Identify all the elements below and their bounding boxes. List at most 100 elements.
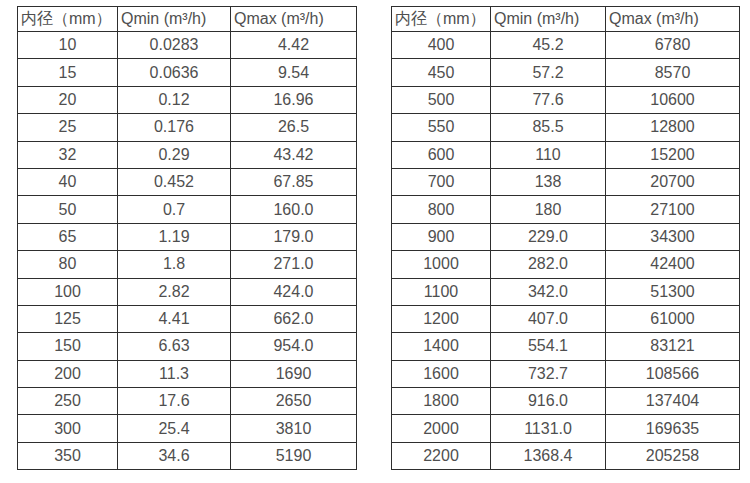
cell-diameter: 25 — [18, 114, 118, 141]
cell-qmin: 2.82 — [118, 278, 231, 305]
cell-qmax: 9.54 — [231, 59, 357, 86]
cell-diameter: 2200 — [392, 442, 491, 469]
cell-qmin: 4.41 — [118, 305, 231, 332]
cell-qmin: 0.176 — [118, 114, 231, 141]
table-row: 60011015200 — [392, 141, 740, 168]
table-row: 80018027100 — [392, 196, 740, 223]
cell-qmax: 662.0 — [231, 305, 357, 332]
table-row: 1254.41662.0 — [18, 305, 357, 332]
cell-diameter: 900 — [392, 223, 491, 250]
cell-qmax: 137404 — [606, 388, 740, 415]
cell-diameter: 450 — [392, 59, 491, 86]
cell-qmin: 229.0 — [491, 223, 606, 250]
cell-qmin: 0.0636 — [118, 59, 231, 86]
cell-qmax: 205258 — [606, 442, 740, 469]
cell-qmax: 10600 — [606, 86, 740, 113]
spec-table-small-diameters: 内径（mm） Qmin (m³/h) Qmax (m³/h) 100.02834… — [17, 6, 357, 470]
cell-qmin: 138 — [491, 168, 606, 195]
cell-qmax: 160.0 — [231, 196, 357, 223]
cell-diameter: 1800 — [392, 388, 491, 415]
cell-qmax: 16.96 — [231, 86, 357, 113]
cell-qmax: 2650 — [231, 388, 357, 415]
cell-diameter: 10 — [18, 32, 118, 59]
table-row: 900229.034300 — [392, 223, 740, 250]
table-row: 40045.26780 — [392, 32, 740, 59]
cell-diameter: 50 — [18, 196, 118, 223]
cell-qmin: 916.0 — [491, 388, 606, 415]
cell-qmin: 342.0 — [491, 278, 606, 305]
table-row: 25017.62650 — [18, 388, 357, 415]
header-qmin: Qmin (m³/h) — [118, 7, 231, 32]
cell-qmax: 5190 — [231, 442, 357, 469]
cell-diameter: 100 — [18, 278, 118, 305]
cell-qmin: 45.2 — [491, 32, 606, 59]
table-row: 1100342.051300 — [392, 278, 740, 305]
cell-qmax: 169635 — [606, 415, 740, 442]
cell-qmin: 57.2 — [491, 59, 606, 86]
cell-diameter: 15 — [18, 59, 118, 86]
cell-qmax: 108566 — [606, 360, 740, 387]
cell-qmin: 0.29 — [118, 141, 231, 168]
cell-diameter: 600 — [392, 141, 491, 168]
cell-qmax: 12800 — [606, 114, 740, 141]
table-row: 1002.82424.0 — [18, 278, 357, 305]
cell-qmax: 26.5 — [231, 114, 357, 141]
table-row: 651.19179.0 — [18, 223, 357, 250]
cell-qmin: 1.19 — [118, 223, 231, 250]
table-row: 100.02834.42 — [18, 32, 357, 59]
cell-qmax: 1690 — [231, 360, 357, 387]
cell-qmin: 11.3 — [118, 360, 231, 387]
cell-diameter: 80 — [18, 251, 118, 278]
cell-diameter: 150 — [18, 333, 118, 360]
cell-qmax: 954.0 — [231, 333, 357, 360]
cell-qmax: 4.42 — [231, 32, 357, 59]
cell-qmax: 43.42 — [231, 141, 357, 168]
table-row: 35034.65190 — [18, 442, 357, 469]
cell-diameter: 65 — [18, 223, 118, 250]
table-row: 22001368.4205258 — [392, 442, 740, 469]
table-row: 200.1216.96 — [18, 86, 357, 113]
cell-qmax: 42400 — [606, 251, 740, 278]
table-row: 20001131.0169635 — [392, 415, 740, 442]
cell-qmax: 15200 — [606, 141, 740, 168]
cell-qmax: 51300 — [606, 278, 740, 305]
cell-diameter: 800 — [392, 196, 491, 223]
cell-diameter: 350 — [18, 442, 118, 469]
cell-qmin: 6.63 — [118, 333, 231, 360]
cell-diameter: 1600 — [392, 360, 491, 387]
cell-qmin: 732.7 — [491, 360, 606, 387]
cell-qmin: 0.12 — [118, 86, 231, 113]
cell-qmin: 282.0 — [491, 251, 606, 278]
cell-diameter: 1400 — [392, 333, 491, 360]
flow-spec-page: 内径（mm） Qmin (m³/h) Qmax (m³/h) 100.02834… — [0, 0, 750, 483]
cell-qmax: 67.85 — [231, 168, 357, 195]
cell-qmax: 8570 — [606, 59, 740, 86]
table-row: 20011.31690 — [18, 360, 357, 387]
cell-diameter: 250 — [18, 388, 118, 415]
cell-diameter: 1100 — [392, 278, 491, 305]
table-row: 45057.28570 — [392, 59, 740, 86]
header-qmax: Qmax (m³/h) — [231, 7, 357, 32]
cell-diameter: 300 — [18, 415, 118, 442]
header-diameter: 内径（mm） — [18, 7, 118, 32]
cell-diameter: 400 — [392, 32, 491, 59]
cell-qmin: 0.7 — [118, 196, 231, 223]
cell-qmax: 3810 — [231, 415, 357, 442]
cell-qmin: 0.0283 — [118, 32, 231, 59]
table-row: 150.06369.54 — [18, 59, 357, 86]
cell-qmax: 34300 — [606, 223, 740, 250]
cell-diameter: 1000 — [392, 251, 491, 278]
cell-qmax: 20700 — [606, 168, 740, 195]
table-row: 320.2943.42 — [18, 141, 357, 168]
cell-qmin: 110 — [491, 141, 606, 168]
table-row: 50077.610600 — [392, 86, 740, 113]
cell-diameter: 700 — [392, 168, 491, 195]
cell-qmax: 179.0 — [231, 223, 357, 250]
spec-table-body-right: 40045.2678045057.2857050077.61060055085.… — [392, 32, 740, 470]
cell-qmin: 1.8 — [118, 251, 231, 278]
table-row: 1400554.183121 — [392, 333, 740, 360]
table-row: 250.17626.5 — [18, 114, 357, 141]
header-qmax: Qmax (m³/h) — [606, 7, 740, 32]
table-row: 1200407.061000 — [392, 305, 740, 332]
cell-qmin: 407.0 — [491, 305, 606, 332]
